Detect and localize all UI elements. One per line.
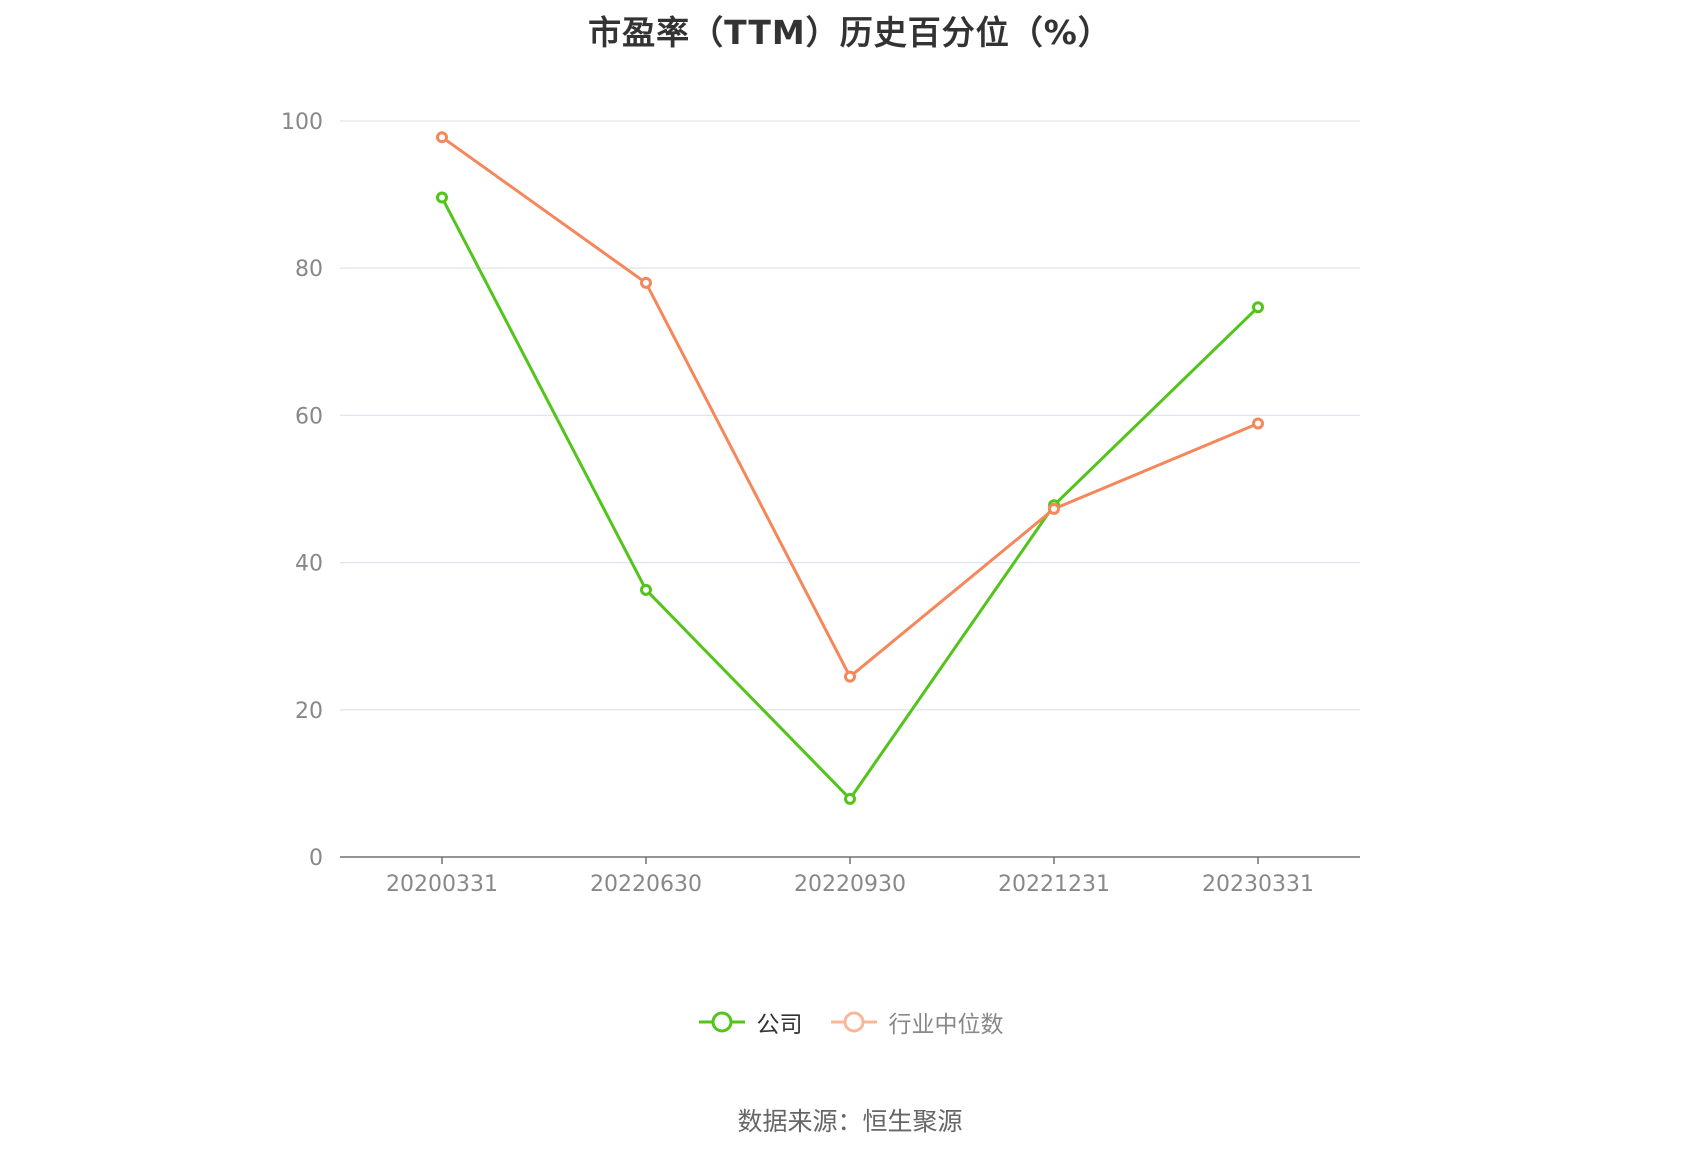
data-point-series-1[interactable] [1252, 417, 1264, 430]
legend-label-company: 公司 [756, 1012, 803, 1038]
legend-item-company[interactable]: 公司 [697, 1005, 803, 1039]
chart-title: 市盈率（TTM）历史百分位（%） [588, 13, 1112, 52]
series-line-1 [441, 135, 1259, 679]
y-tick-label: 0 [309, 846, 323, 871]
grid-lines [340, 120, 1360, 711]
data-point-series-1[interactable] [1048, 502, 1060, 515]
y-tick-label: 20 [295, 699, 323, 724]
y-tick-label: 100 [281, 110, 323, 135]
x-tick-label: 20230331 [1202, 872, 1314, 897]
data-point-series-0[interactable] [436, 191, 448, 204]
legend-item-industry-median[interactable]: 行业中位数 [829, 1005, 1004, 1039]
y-tick-label: 60 [295, 404, 323, 429]
data-point-series-1[interactable] [640, 276, 652, 289]
data-point-series-0[interactable] [640, 583, 652, 596]
y-tick-label: 40 [295, 552, 323, 577]
series-lines [436, 131, 1264, 805]
data-point-series-1[interactable] [436, 131, 448, 144]
series-line-0 [440, 196, 1260, 801]
data-point-series-0[interactable] [844, 792, 856, 805]
y-tick-label: 80 [295, 257, 323, 282]
x-tick-label: 20200331 [386, 872, 498, 897]
x-tick-label: 20220630 [590, 872, 702, 897]
axes: 0 20 40 60 80 100 20200331 20220630 20220930 2022… [281, 110, 1360, 897]
legend-label-industry-median: 行业中位数 [888, 1012, 1004, 1038]
legend-marker-company-icon [698, 1011, 745, 1033]
legend-marker-industry-median-icon [830, 1011, 877, 1033]
data-point-series-0[interactable] [1252, 301, 1264, 314]
x-tick-label: 20220930 [794, 872, 906, 897]
data-point-series-1[interactable] [844, 670, 856, 683]
x-tick-label: 20221231 [998, 872, 1110, 897]
source-note: 数据来源：恒生聚源 [737, 1107, 963, 1136]
legend: 公司 行业中位数 [0, 1005, 1700, 1039]
